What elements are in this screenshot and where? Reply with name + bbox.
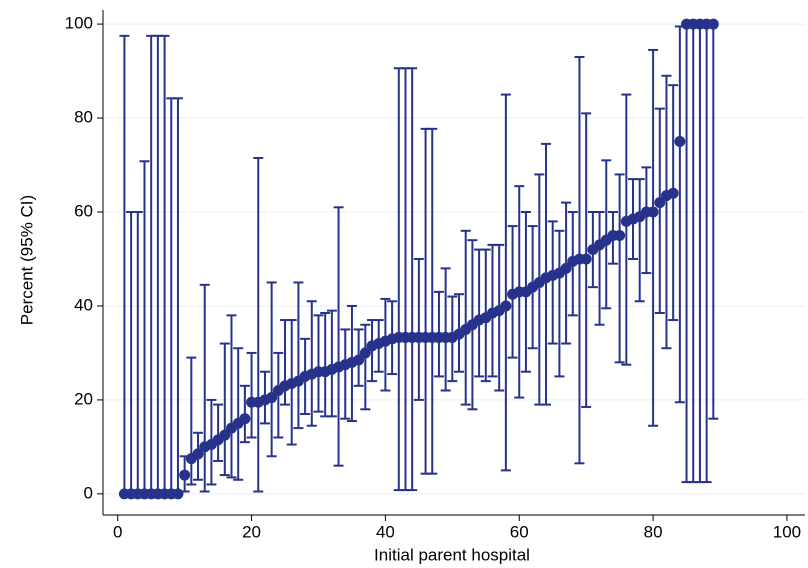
error-bar (654, 107, 665, 314)
error-bar (641, 166, 652, 275)
error-bar (360, 323, 371, 411)
error-bar (253, 156, 264, 493)
error-bar (152, 34, 163, 495)
point (192, 448, 204, 460)
y-tick-label: 60 (74, 201, 93, 220)
error-bar (266, 281, 277, 458)
point (219, 429, 231, 441)
point (674, 136, 686, 148)
error-bar (427, 127, 438, 475)
point (654, 197, 666, 209)
error-bar (668, 84, 679, 322)
error-bar (661, 74, 672, 350)
error-bar (694, 23, 705, 484)
error-bar (681, 23, 692, 484)
error-bar (413, 257, 424, 401)
y-tick-label: 20 (74, 389, 93, 408)
error-bar (166, 97, 177, 495)
point (707, 18, 719, 30)
error-bar (614, 173, 625, 364)
error-bar (420, 127, 431, 475)
point (614, 229, 626, 241)
point (353, 354, 365, 366)
point (266, 392, 278, 404)
error-bar (554, 229, 565, 378)
x-tick-label: 0 (113, 522, 122, 541)
error-bar (701, 23, 712, 484)
point (647, 206, 659, 218)
point (239, 413, 251, 425)
point (580, 253, 592, 265)
error-bar (621, 93, 632, 366)
error-bar (226, 314, 237, 479)
error-bar (460, 229, 471, 406)
x-tick-label: 60 (510, 522, 529, 541)
error-bar (708, 23, 719, 420)
error-bar (594, 211, 605, 326)
error-bar (440, 267, 451, 392)
error-bar (186, 356, 197, 486)
error-bar (340, 328, 351, 420)
error-bar (333, 206, 344, 467)
x-tick-label: 20 (242, 522, 261, 541)
error-bar (547, 220, 558, 345)
error-bar (400, 67, 411, 492)
error-bar (688, 23, 699, 484)
point (172, 488, 184, 500)
error-bar (306, 300, 317, 427)
error-bar (246, 351, 257, 439)
y-tick-label: 100 (65, 14, 93, 33)
point (667, 187, 679, 199)
point (359, 347, 371, 359)
y-tick-label: 40 (74, 295, 93, 314)
error-bar (172, 97, 183, 495)
error-bar (601, 159, 612, 310)
error-bar (326, 309, 337, 418)
error-bar (126, 211, 137, 495)
point (500, 300, 512, 312)
error-bar (233, 347, 244, 481)
y-tick-label: 80 (74, 108, 93, 127)
error-bar (119, 34, 130, 495)
error-bar (393, 67, 404, 492)
error-bar (313, 314, 324, 413)
error-bar (474, 248, 485, 378)
point (179, 469, 191, 481)
x-tick-label: 80 (644, 522, 663, 541)
error-bar (132, 211, 143, 495)
x-tick-label: 100 (773, 522, 801, 541)
y-axis-label: Percent (95% CI) (17, 195, 36, 325)
error-bar (320, 312, 331, 418)
point (560, 262, 572, 274)
error-bar (648, 48, 659, 427)
error-bar (146, 34, 157, 495)
error-bar (500, 93, 511, 472)
error-bar (293, 281, 304, 430)
error-bar (634, 178, 645, 303)
x-tick-label: 40 (376, 522, 395, 541)
y-tick-label: 0 (84, 483, 93, 502)
x-axis-label: Initial parent hospital (374, 545, 530, 564)
error-bar (674, 25, 685, 404)
error-bar (159, 34, 170, 495)
error-bar (219, 342, 230, 477)
error-bar (199, 283, 210, 493)
error-bar (494, 243, 505, 392)
error-bar (407, 67, 418, 492)
error-bar (213, 403, 224, 462)
